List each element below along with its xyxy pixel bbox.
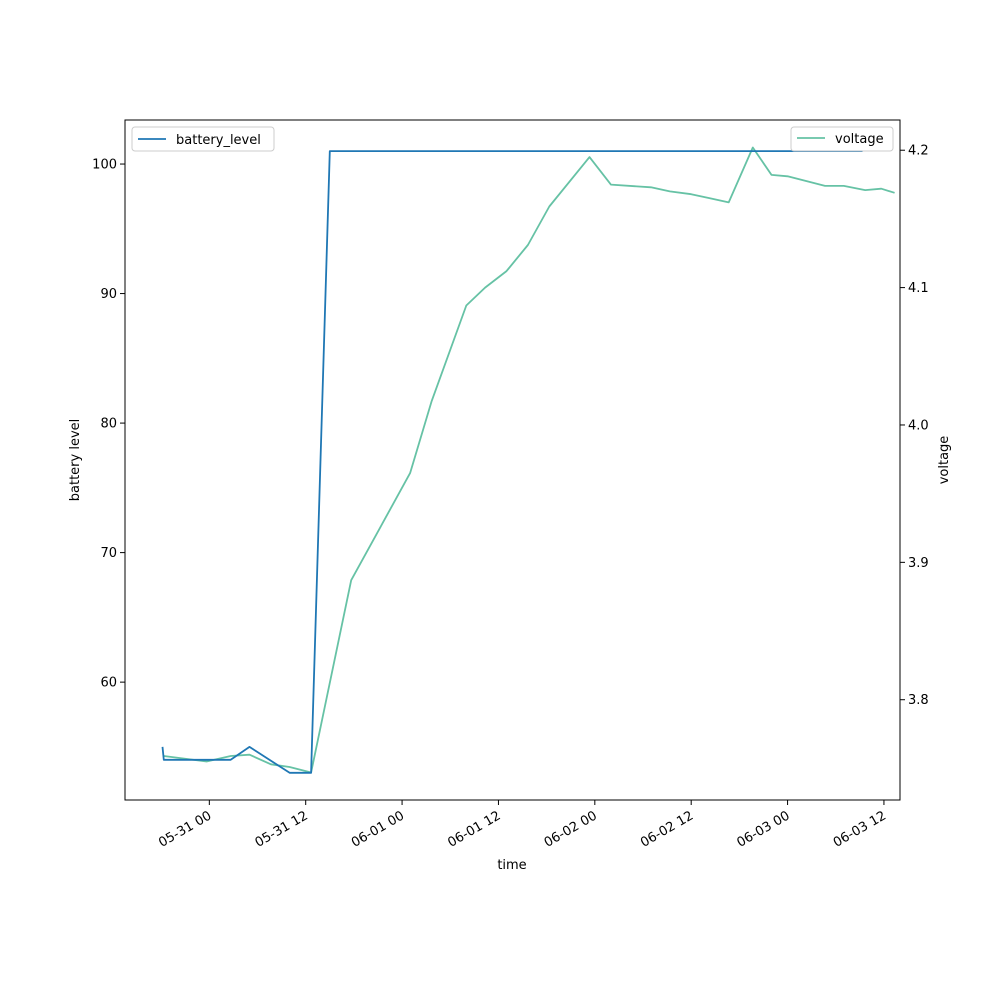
legend-right-label: voltage: [835, 132, 884, 147]
y-left-tick-label: 100: [92, 158, 117, 173]
legend-right: voltage: [790, 126, 894, 152]
y-left-tick-label: 80: [100, 417, 117, 432]
y-left-tick-label: 60: [100, 676, 117, 691]
legend-left-box: [131, 126, 275, 152]
legend-right-box: [790, 126, 894, 152]
y-left-tick-label: 70: [100, 546, 117, 561]
y-right-tick-label: 4.2: [908, 144, 929, 159]
legend-left: battery_level: [131, 126, 275, 152]
y-left-tick-label: 90: [100, 287, 117, 302]
y-right-tick-label: 4.1: [908, 281, 929, 296]
y-right-tick-label: 4.0: [908, 418, 929, 433]
series-line-voltage: [163, 146, 895, 774]
plot-frame: [124, 119, 901, 801]
series-line-battery-level: [161, 150, 863, 774]
x-axis-label: time: [497, 858, 526, 873]
legend-left-label: battery_level: [176, 133, 261, 148]
y-axis-right-label: voltage: [937, 436, 952, 485]
series-layer: [161, 146, 895, 774]
y-axis-left: 60 70 80 90 100: [92, 158, 125, 691]
y-axis-left-label: battery level: [68, 419, 83, 502]
y-right-tick-label: 3.8: [908, 693, 929, 708]
y-axis-right: 3.8 3.9 4.0 4.1 4.2: [900, 144, 929, 708]
y-right-tick-label: 3.9: [908, 556, 929, 571]
